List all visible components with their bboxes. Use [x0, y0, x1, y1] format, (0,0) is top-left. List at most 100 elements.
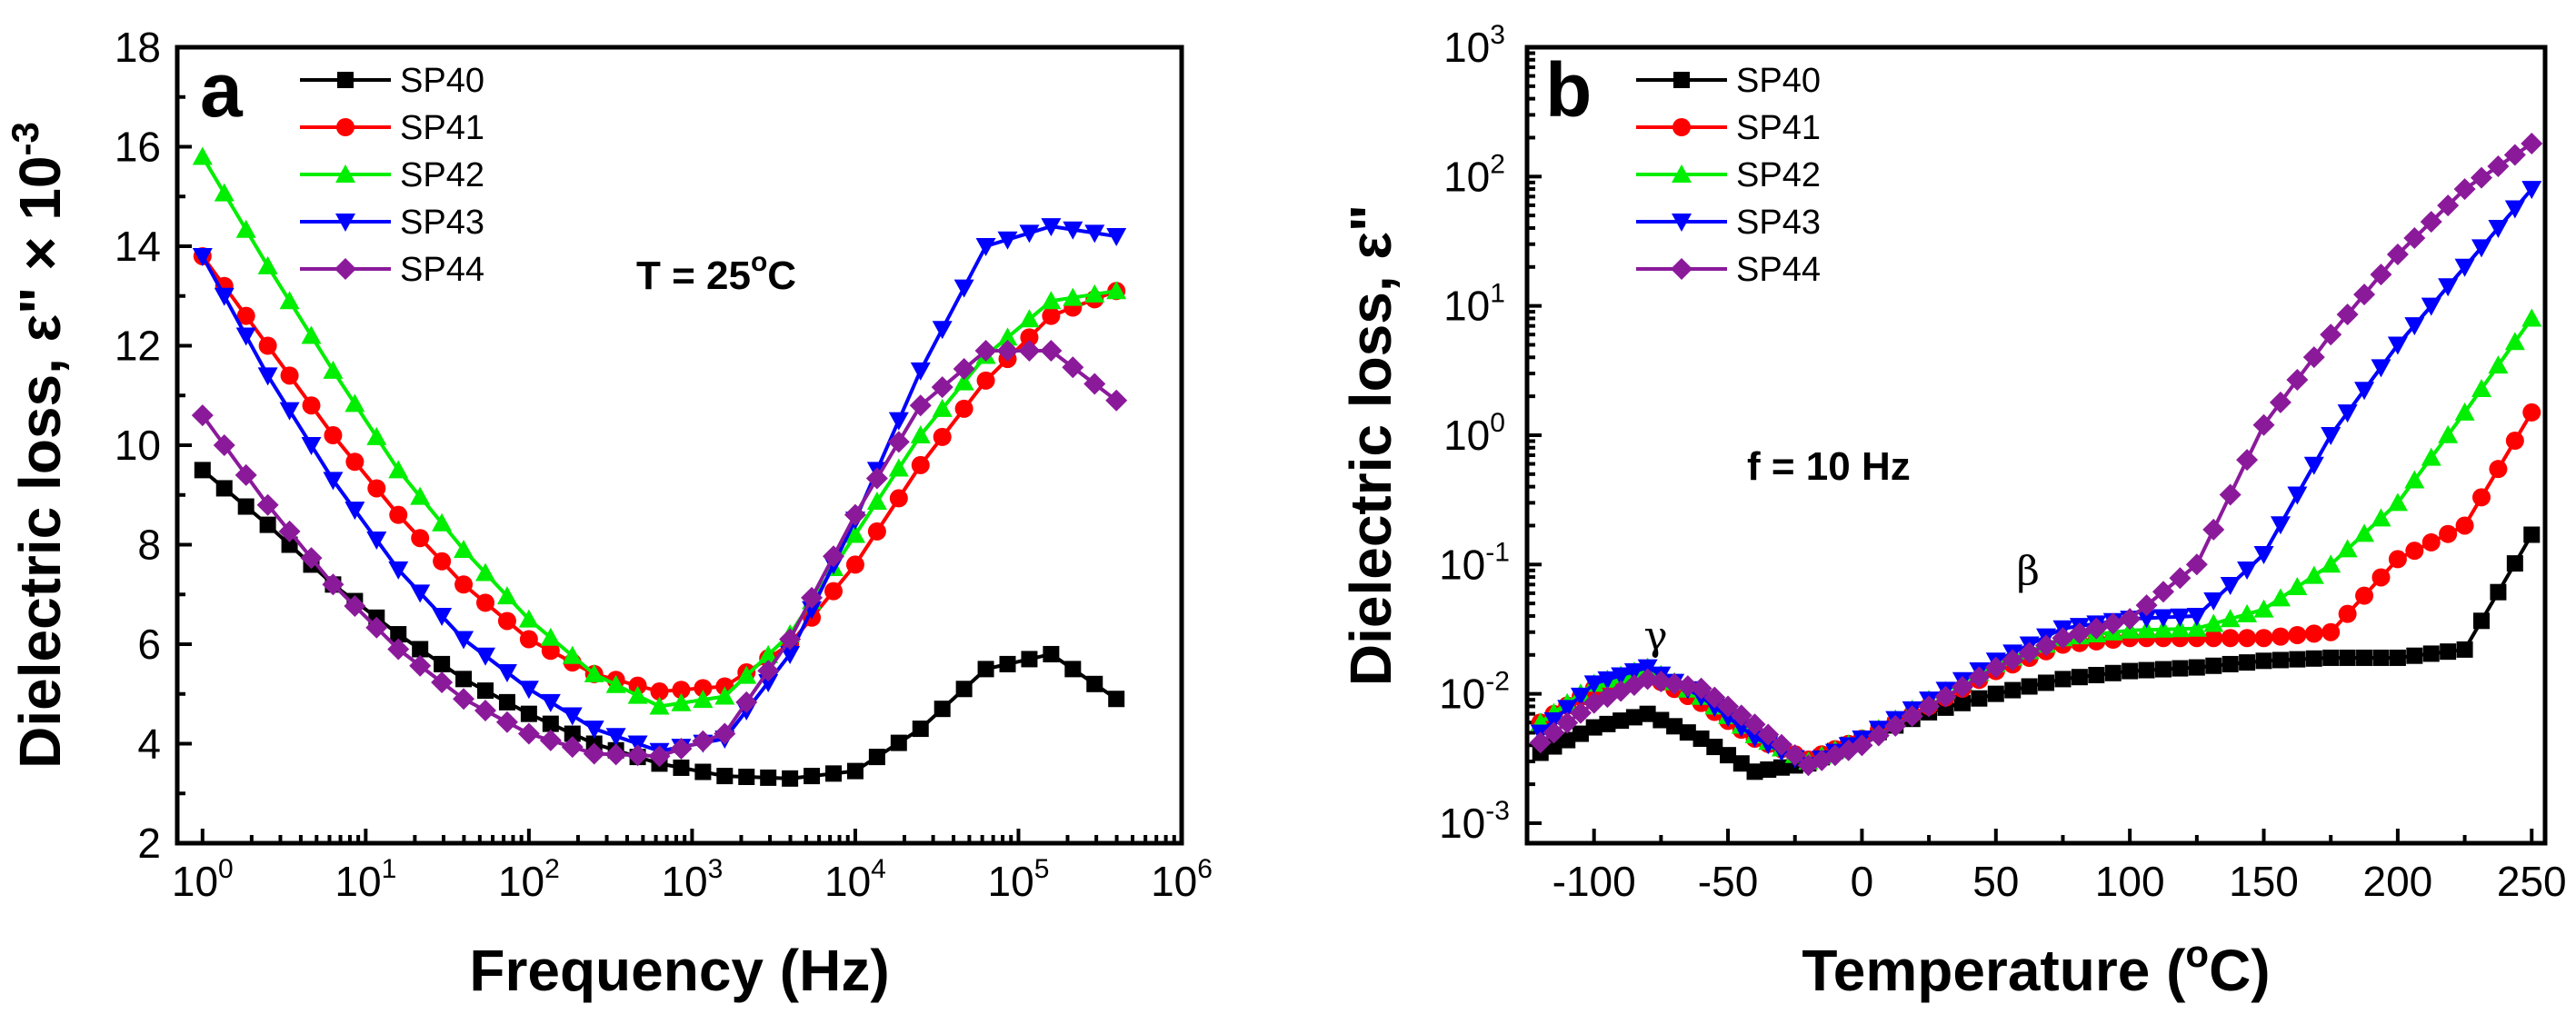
- data-point-SP44-b: [1851, 734, 1873, 757]
- data-point-SP42-b: [2337, 539, 2358, 558]
- data-point-SP43-b: [2438, 278, 2459, 297]
- data-point-SP44-b: [1884, 714, 1907, 737]
- data-point-SP40-b: [1706, 739, 1723, 756]
- data-point-SP40-b: [1679, 724, 1696, 741]
- data-point-SP42-a: [866, 492, 887, 511]
- data-point-SP40-a: [259, 516, 276, 533]
- data-point-SP43-a: [780, 645, 801, 664]
- y-tick-label-b: 100: [1443, 408, 1505, 459]
- data-point-SP43-a: [192, 247, 213, 266]
- data-point-SP44-a: [256, 493, 279, 516]
- data-point-SP41-b: [2204, 629, 2223, 648]
- data-point-SP41-a: [389, 505, 408, 524]
- data-point-SP43-a: [214, 287, 235, 306]
- x-tick-label-a: 102: [498, 854, 560, 905]
- data-point-SP41-a: [845, 555, 864, 574]
- data-point-SP44-a: [801, 586, 824, 609]
- data-point-SP40-b: [2289, 651, 2306, 668]
- y-tick-label-b: 102: [1443, 149, 1505, 200]
- data-point-SP42-b: [2438, 424, 2459, 443]
- data-point-SP42-b: [2237, 603, 2258, 622]
- data-point-SP42-a: [1063, 287, 1083, 306]
- data-point-SP43-a: [584, 721, 604, 740]
- data-point-SP44-b: [2521, 132, 2543, 154]
- data-point-SP43-b: [2321, 426, 2341, 445]
- data-point-SP40-b: [1612, 712, 1630, 730]
- data-point-SP40-b: [2389, 649, 2406, 666]
- data-point-SP40-b: [1652, 711, 1670, 729]
- data-point-SP43-b: [2488, 219, 2509, 238]
- data-point-SP44-a: [431, 671, 454, 693]
- data-point-SP42-b: [2136, 620, 2157, 639]
- data-point-SP40-a: [804, 768, 821, 785]
- data-point-SP44-b: [2353, 283, 2376, 306]
- data-point-SP40-a: [912, 721, 929, 738]
- data-point-SP44-b: [1783, 744, 1806, 767]
- data-point-SP40-a: [1108, 691, 1125, 708]
- data-point-SP44-b: [1901, 705, 1923, 728]
- data-point-SP42-a: [432, 512, 453, 532]
- data-point-SP42-b: [2220, 609, 2241, 628]
- data-point-SP42-a: [496, 586, 517, 605]
- frequency-annotation: f = 10 Hz: [1747, 444, 1911, 489]
- data-point-SP42-a: [932, 398, 953, 417]
- data-point-SP41-a: [497, 611, 516, 631]
- data-point-SP40-a: [476, 682, 494, 700]
- data-point-SP44-a: [474, 700, 496, 721]
- data-point-SP44-b: [2068, 621, 2091, 644]
- data-point-SP41-a: [824, 582, 843, 601]
- data-point-SP43-a: [388, 561, 409, 580]
- data-point-SP44-a: [648, 745, 671, 768]
- data-point-SP42-a: [605, 674, 626, 693]
- data-point-SP40-b: [1625, 709, 1642, 726]
- data-point-SP42-a: [736, 665, 757, 684]
- data-point-SP43-a: [975, 238, 996, 256]
- data-point-SP41-b: [2254, 629, 2273, 648]
- data-point-SP42-b: [2454, 402, 2475, 421]
- data-point-SP42-a: [344, 393, 365, 413]
- legend-marker-a: [335, 214, 355, 232]
- data-point-SP41-a: [345, 452, 364, 472]
- data-point-SP44-a: [714, 722, 736, 745]
- data-point-SP43-a: [1084, 224, 1105, 244]
- data-point-SP44-a: [235, 463, 257, 486]
- panel-label-a: a: [200, 47, 244, 133]
- data-point-SP43-b: [2521, 181, 2542, 200]
- data-point-SP41-b: [2221, 629, 2240, 648]
- data-point-SP40-a: [542, 715, 559, 732]
- data-point-SP40-b: [2155, 661, 2172, 678]
- data-point-SP40-b: [1953, 694, 1971, 711]
- data-point-SP43-b: [2337, 404, 2358, 423]
- data-point-SP40-a: [194, 462, 211, 479]
- data-point-SP41-a: [650, 682, 669, 701]
- data-point-SP40-a: [1086, 675, 1103, 692]
- data-point-SP41-b: [2238, 629, 2257, 648]
- data-point-SP44-a: [604, 743, 627, 766]
- data-point-SP40-b: [1732, 755, 1750, 772]
- data-point-SP42-a: [192, 146, 213, 165]
- data-point-SP43-a: [496, 664, 517, 683]
- data-point-SP41-a: [889, 489, 908, 508]
- data-point-SP44-b: [2185, 553, 2208, 576]
- data-point-SP43-b: [2471, 239, 2491, 258]
- data-point-SP43-b: [1623, 663, 1644, 682]
- data-point-SP40-a: [868, 749, 885, 766]
- data-point-SP41-b: [2439, 524, 2458, 543]
- legend-marker-a: [336, 118, 354, 136]
- data-point-SP40-b: [1746, 763, 1763, 780]
- data-point-SP44-b: [1757, 723, 1780, 746]
- data-point-SP44-b: [2052, 627, 2074, 650]
- data-point-SP41-b: [2505, 432, 2524, 451]
- data-point-SP44-b: [2386, 244, 2409, 266]
- legend-label-b: SP42: [1736, 156, 1821, 194]
- data-point-SP43-a: [279, 402, 300, 421]
- plot-frame-b: [1524, 45, 2548, 846]
- x-tick-label-b: 50: [1972, 858, 2019, 905]
- data-point-SP43-a: [910, 362, 931, 381]
- data-point-SP41-b: [2489, 460, 2508, 479]
- data-point-SP43-b: [2421, 297, 2441, 316]
- data-point-SP43-b: [1543, 711, 1564, 731]
- data-point-SP44-a: [887, 431, 910, 453]
- data-point-SP44-a: [539, 729, 562, 751]
- data-point-SP42-a: [518, 609, 539, 628]
